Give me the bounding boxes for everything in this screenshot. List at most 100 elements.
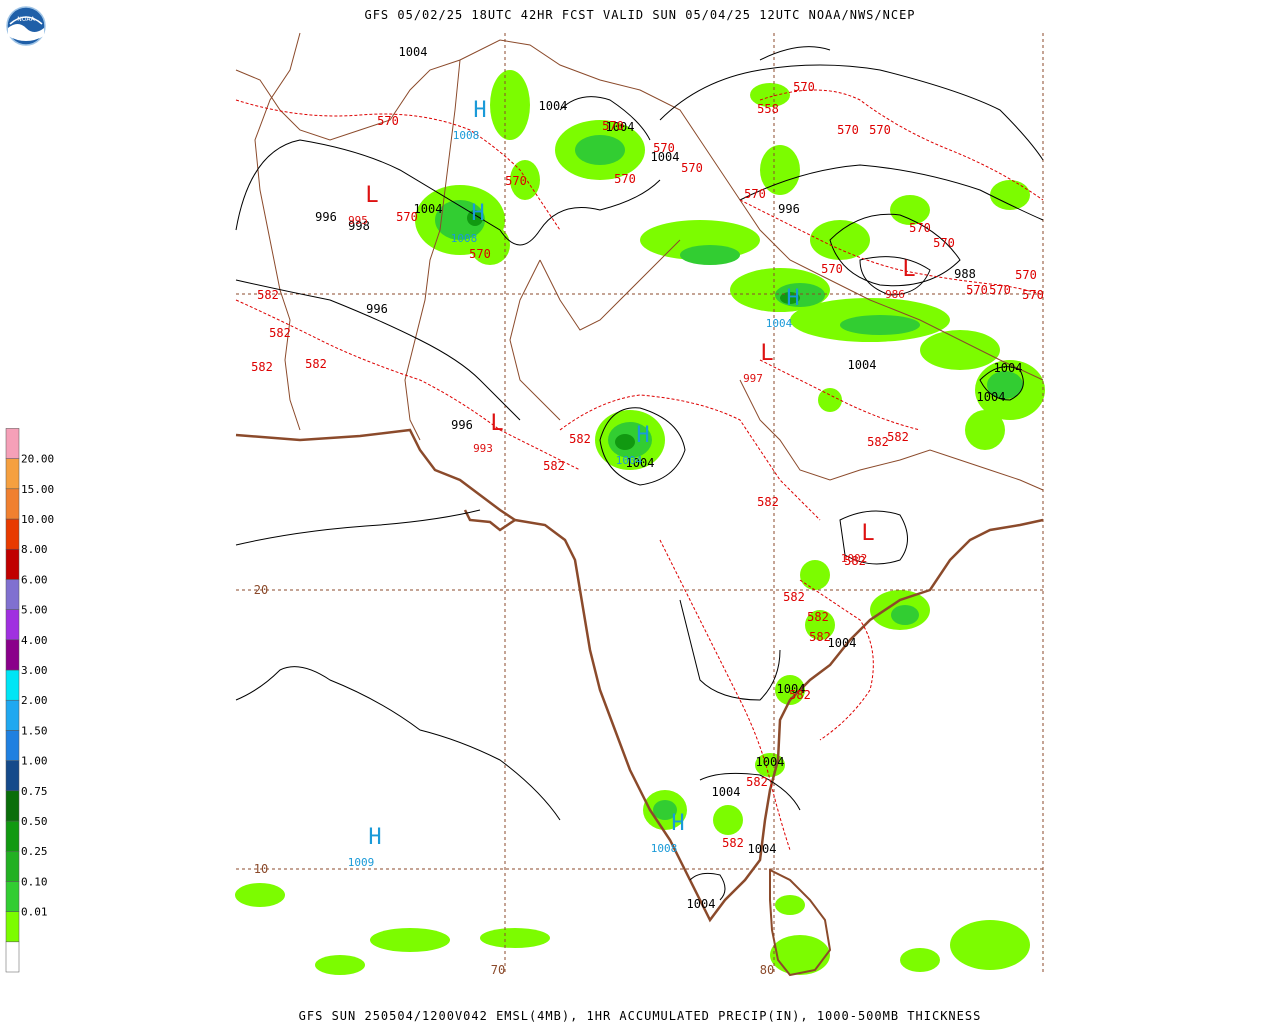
pressure-label: 1004 [977,390,1006,404]
precip-legend: 0.01 0.10 0.25 0.50 0.75 1.00 1.50 2.00 3.00 4.00… [5,428,54,973]
center-value: 1002 [841,552,868,565]
thickness-label: 570 [933,236,955,250]
legend-label: 4.00 [21,634,48,647]
low-center-letter: L [861,521,874,546]
pressure-center-layer: H 1008 H 1008 L 995 L 993 H 1004 H 1004 L 997 L 986 L 100… [348,98,916,869]
thickness-label: 582 [722,836,744,850]
thickness-label: 570 [396,210,418,224]
legend-label: 15.00 [21,483,54,496]
thickness-label: 582 [305,357,327,371]
legend-swatch [5,790,20,822]
thickness-label: 582 [809,630,831,644]
pressure-label: 996 [451,418,473,432]
thickness-layer [235,89,1044,851]
thickness-label: 570 [377,114,399,128]
thickness-label: 570 [1015,268,1037,282]
legend-swatch [5,609,20,641]
center-value: 1008 [651,842,678,855]
thickness-label: 570 [821,262,843,276]
high-center-letter: H [786,286,799,311]
legend-swatch [5,820,20,852]
lat-lon-grid [236,33,1044,975]
pressure-label: 998 [348,219,370,233]
thickness-label: 570 [1022,288,1044,302]
map-caption: GFS SUN 250504/1200V042 EMSL(4MB), 1HR A… [298,1009,982,1023]
high-center-letter: H [473,98,486,123]
thickness-label: 570 [837,123,859,137]
center-value: 1008 [453,129,480,142]
thickness-label: 582 [257,288,279,302]
precip-layer [235,70,1045,975]
thickness-label: 570 [505,174,527,188]
thickness-label: 570 [793,80,815,94]
pressure-label: 1004 [994,361,1023,375]
legend-label: 10.00 [21,513,54,526]
center-value: 1009 [348,856,375,869]
pressure-label: 1004 [414,202,443,216]
thickness-label: 582 [807,610,829,624]
legend-label: 1.50 [21,724,48,737]
thickness-label: 570 [653,141,675,155]
thickness-label: 570 [909,221,931,235]
legend-swatch [5,760,20,792]
pressure-label: 1004 [828,636,857,650]
legend-swatch [5,699,20,731]
center-value: 986 [885,288,905,301]
lon-label: 70 [491,963,505,977]
thickness-label: 582 [569,432,591,446]
pressure-label: 1004 [626,456,655,470]
thickness-label: 570 [602,119,624,133]
legend-label: 2.00 [21,694,48,707]
pressure-label: 1004 [539,99,568,113]
legend-swatch [5,428,20,459]
lon-label: 80 [760,963,774,977]
legend-label: 0.50 [21,815,48,828]
legend-swatch [5,850,20,882]
pressure-label-layer: 1004100410041004100499699899699699698810… [315,45,1022,911]
legend-swatch [5,488,20,520]
high-center-letter: H [368,825,381,850]
pressure-label: 1004 [687,897,716,911]
thickness-label: 582 [783,590,805,604]
lat-label: 10 [254,862,268,876]
thickness-label: 558 [757,102,779,116]
high-center-letter: H [636,423,649,448]
legend-label: 0.01 [21,906,48,919]
thickness-label: 582 [887,430,909,444]
legend-swatch [5,669,20,701]
high-center-letter: H [671,811,684,836]
low-center-letter: L [760,341,773,366]
thickness-label: 582 [251,360,273,374]
legend-label: 20.00 [21,453,54,466]
low-center-letter: L [902,257,915,282]
legend-swatch [5,518,20,550]
map-title: GFS 05/02/25 18UTC 42HR FCST VALID SUN 0… [364,8,916,22]
thickness-label: 582 [844,554,866,568]
legend-label: 0.25 [21,845,48,858]
legend-label: 0.10 [21,875,48,888]
coastline-layer [235,32,1044,977]
thickness-label: 570 [989,283,1011,297]
legend-label: 5.00 [21,604,48,617]
grid-label-layer: 20 10 70 80 [254,583,774,977]
legend-swatch [5,881,20,912]
thickness-label: 582 [789,688,811,702]
noaa-logo-icon: NOAA [6,6,46,46]
low-center-letter: L [490,411,503,436]
center-value: 1004 [766,317,793,330]
low-center-letter: L [365,183,378,208]
legend-swatch [5,579,20,610]
legend-label: 3.00 [21,664,48,677]
legend-swatch [5,639,20,671]
pressure-label: 996 [366,302,388,316]
pressure-label: 1004 [651,150,680,164]
thickness-label: 570 [681,161,703,175]
center-value: 1008 [451,232,478,245]
legend-swatch [5,911,20,943]
isobar-layer [235,46,1044,901]
lat-label: 20 [254,583,268,597]
pressure-label: 988 [954,267,976,281]
